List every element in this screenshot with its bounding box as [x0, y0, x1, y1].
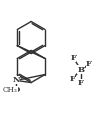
Text: CH₃: CH₃ — [3, 86, 18, 94]
Text: F: F — [86, 60, 92, 68]
Text: F: F — [78, 78, 84, 87]
Text: B: B — [77, 66, 84, 74]
Text: O: O — [13, 86, 20, 94]
Text: F: F — [70, 75, 75, 83]
Text: +: + — [18, 75, 23, 80]
Text: N: N — [12, 76, 20, 84]
Text: −: − — [82, 64, 88, 69]
Text: F: F — [71, 54, 77, 62]
